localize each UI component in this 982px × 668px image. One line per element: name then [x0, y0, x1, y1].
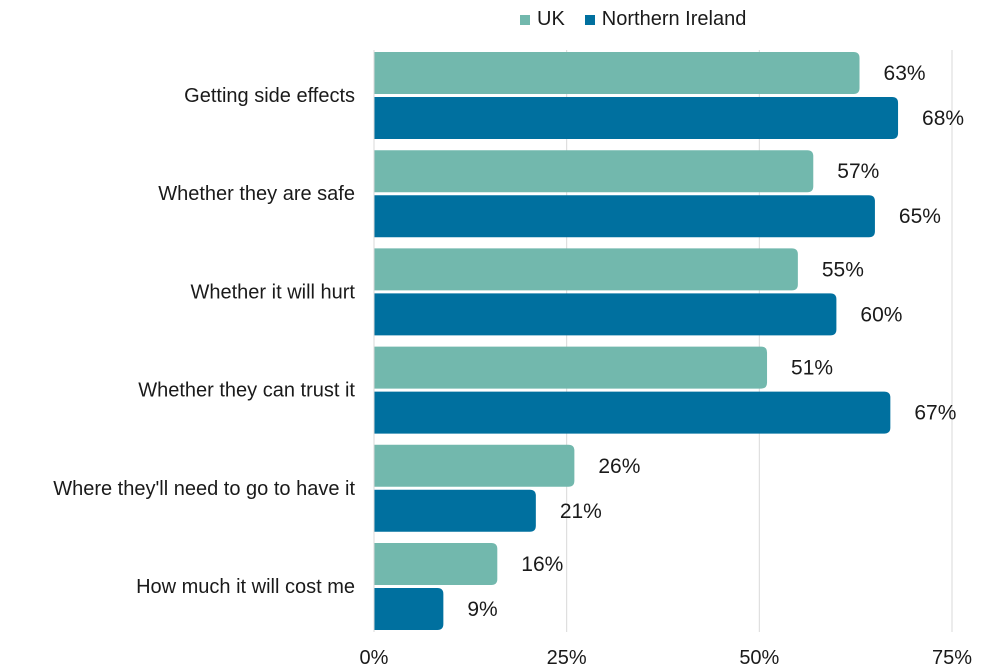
category-label-getting-side-effects: Getting side effects: [184, 85, 355, 107]
data-label-uk-getting-side-effects: 63%: [884, 62, 926, 85]
data-label-uk-whether-they-can-trust-it: 51%: [791, 357, 833, 380]
bar-uk-where-they-ll-need-to-go-to-have-it: [374, 444, 575, 487]
x-tick-label-75: 75%: [932, 647, 972, 668]
category-label-whether-they-are-safe: Whether they are safe: [158, 183, 355, 205]
bar-uk-whether-it-will-hurt: [374, 248, 798, 291]
data-label-northern-ireland-whether-they-are-safe: 65%: [899, 205, 941, 228]
legend-label-northern-ireland: Northern Ireland: [601, 8, 747, 30]
data-label-northern-ireland-whether-they-can-trust-it: 67%: [914, 402, 956, 425]
category-label-how-much-it-will-cost-me: How much it will cost me: [136, 576, 355, 598]
bar-northern-ireland-whether-it-will-hurt: [374, 293, 837, 336]
x-tick-label-0: 0%: [360, 647, 389, 668]
bar-northern-ireland-whether-they-are-safe: [374, 195, 875, 238]
x-tick-label-25: 25%: [547, 647, 587, 668]
legend-swatch-northern-ireland: [584, 14, 595, 25]
bar-northern-ireland-where-they-ll-need-to-go-to-have-it: [374, 489, 536, 532]
chart-legend: UK Northern Ireland: [520, 8, 758, 31]
category-label-where-they-ll-need-to-go-to-have-it: Where they'll need to go to have it: [53, 478, 355, 500]
category-label-whether-it-will-hurt: Whether it will hurt: [191, 281, 356, 303]
legend-item-uk: UK: [520, 8, 565, 31]
legend-swatch-uk: [520, 14, 530, 25]
data-label-uk-where-they-ll-need-to-go-to-have-it: 26%: [598, 455, 640, 478]
x-tick-label-50: 50%: [739, 647, 779, 668]
legend-label-uk: UK: [537, 8, 565, 30]
data-label-uk-how-much-it-will-cost-me: 16%: [521, 553, 563, 576]
data-label-uk-whether-it-will-hurt: 55%: [822, 258, 864, 281]
bar-uk-whether-they-can-trust-it: [374, 346, 768, 389]
bar-uk-getting-side-effects: [374, 52, 860, 94]
bar-northern-ireland-how-much-it-will-cost-me: [374, 588, 444, 630]
bar-uk-how-much-it-will-cost-me: [374, 543, 498, 585]
bar-northern-ireland-getting-side-effects: [374, 97, 899, 139]
data-label-northern-ireland-getting-side-effects: 68%: [922, 107, 964, 130]
legend-item-northern-ireland: Northern Ireland: [584, 8, 747, 31]
bar-northern-ireland-whether-they-can-trust-it: [374, 391, 891, 434]
bar-uk-whether-they-are-safe: [374, 150, 814, 193]
data-label-northern-ireland-whether-it-will-hurt: 60%: [860, 303, 902, 326]
data-label-northern-ireland-how-much-it-will-cost-me: 9%: [467, 598, 497, 621]
data-label-northern-ireland-where-they-ll-need-to-go-to-have-it: 21%: [560, 500, 602, 523]
category-label-whether-they-can-trust-it: Whether they can trust it: [138, 380, 355, 402]
data-label-uk-whether-they-are-safe: 57%: [837, 160, 879, 183]
